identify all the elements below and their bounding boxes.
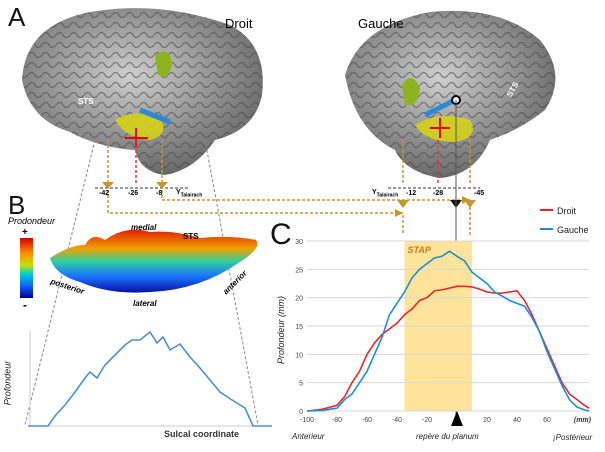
y-tick-label: 30 [295,239,303,246]
planum-marker [451,411,463,426]
series-line-droit [306,285,590,412]
x-tick-label: 60 [543,417,551,424]
tick-left-2: -8 [156,190,163,197]
profile-y-label: Profondeur [2,360,13,406]
y-axis-label: Profondeur (mm) [276,296,286,364]
x-tick-label: -60 [362,417,372,424]
y-tick-label: 15 [295,324,303,331]
axis-label-right: YTalairach [372,189,398,198]
axis-label-sub: Talairach [180,192,203,199]
hemisphere-right-label: Droit [225,16,253,31]
depth-scale-title: Prodondeur [8,216,56,226]
talairach-guides [24,139,480,426]
brain-left-hemisphere [345,10,556,179]
panel-label-a: A [8,2,26,32]
depth-colorbar [20,238,33,298]
tick-left-1: -26 [128,190,139,197]
panel-label-b: B [8,190,26,220]
label-lateral: lateral [133,299,157,308]
sts-label-right: STS [78,97,94,106]
hemisphere-left-label: Gauche [358,16,404,31]
x-tick-label: 20 [483,417,491,424]
x-center-label: repère du planum [416,432,479,441]
profile-x-label: Sulcal coordinate [164,429,240,439]
tick-left-0: -42 [99,190,110,197]
x-tick-label: -20 [422,417,432,424]
x-right-label: ¡Postérieur [553,433,592,442]
tick-right-0: -12 [406,190,417,197]
axis-label-sub: Talairach [376,192,399,199]
tick-right-2: -45 [474,190,485,197]
arrow-markers [102,182,476,217]
sulcus-depth-map [50,229,258,293]
x-left-label: Anterieur [291,432,325,441]
depth-chart: STAP 0 5 10 15 20 25 30 -100 -80 -60 -40 -20 20 40 60 (m… [276,206,592,442]
label-sts: STS [183,232,199,241]
axis-label-y: Y [176,189,181,196]
x-tick-label: -40 [392,417,402,424]
y-tick-label: 20 [295,296,303,303]
stap-label: STAP [408,245,432,255]
tick-right-1: -28 [433,190,444,197]
y-tick-label: 25 [295,267,303,274]
scale-plus: + [22,227,28,238]
x-axis-unit: (mm) [574,417,592,424]
scale-minus: - [23,298,27,312]
y-tick-label: 10 [295,352,303,359]
y-tick-label: 0 [299,409,303,416]
label-medial: medial [131,223,157,232]
series-line-gauche [306,250,590,412]
legend-label-droit: Droit [557,206,577,216]
x-tick-label: 40 [513,417,521,424]
brain-right-hemisphere [22,8,263,175]
x-tick-label: -100 [300,417,314,424]
axis-label-left: YTalairach [176,189,202,198]
panel-label-c: C [270,218,292,251]
legend-label-gauche: Gauche [557,225,589,235]
axis-label-y: Y [372,189,377,196]
y-tick-label: 5 [299,381,303,388]
x-tick-label: -80 [332,417,342,424]
sulcal-profile-plot [28,330,272,427]
